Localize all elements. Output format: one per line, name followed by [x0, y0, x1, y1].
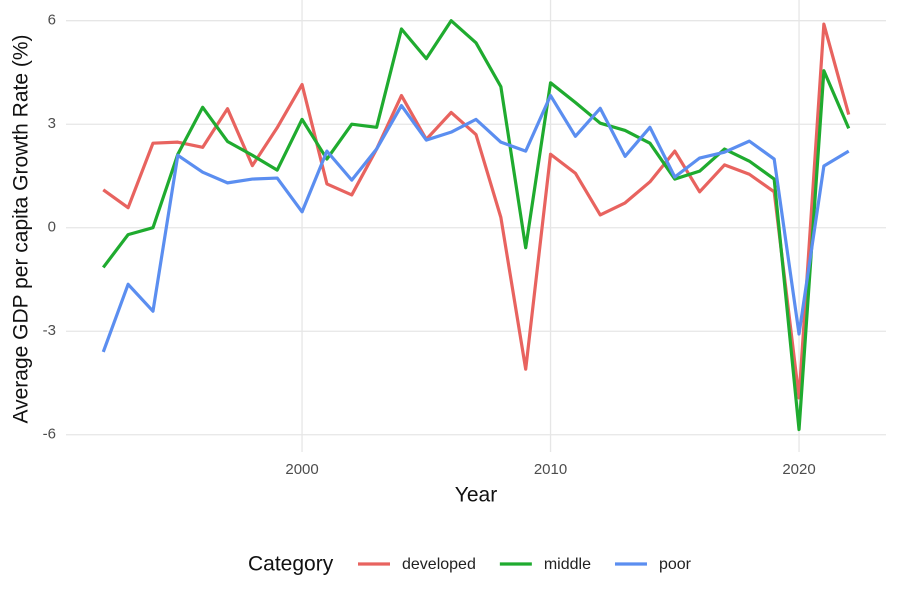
- x-axis-title: Year: [455, 484, 497, 507]
- line: [101, 19, 851, 432]
- y-tick-label: 6: [48, 12, 56, 29]
- x-tick-label: 2020: [782, 461, 815, 478]
- y-tick-label: -3: [43, 322, 56, 339]
- y-tick-label: 3: [48, 115, 56, 132]
- line: [101, 93, 850, 353]
- legend-label: middle: [544, 556, 591, 573]
- x-tick-label: 2000: [285, 461, 318, 478]
- y-axis-title: Average GDP per capita Growth Rate (%): [10, 34, 33, 423]
- y-tick-label: -6: [43, 426, 56, 443]
- legend-label: poor: [659, 556, 692, 573]
- line: [102, 22, 851, 400]
- legend-label: developed: [402, 556, 476, 573]
- x-tick-label: 2010: [534, 461, 567, 478]
- legend-title: Category: [248, 553, 334, 576]
- grid: [66, 0, 886, 452]
- y-tick-label: 0: [48, 219, 56, 236]
